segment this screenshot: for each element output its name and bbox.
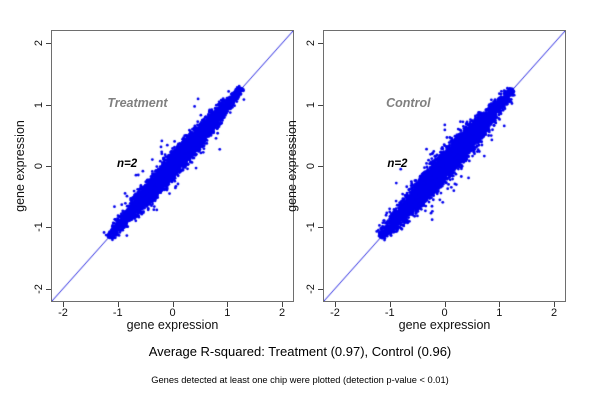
y-tick-label: 2	[305, 40, 317, 47]
x-tick-mark	[62, 302, 64, 307]
scatter-panel-control: Control n=2 gene expression gene express…	[285, 30, 566, 332]
x-tick-label: -1	[384, 307, 395, 319]
y-tick-label: 1	[33, 101, 45, 108]
x-tick-label: 0	[169, 307, 176, 319]
x-tick-mark	[227, 302, 229, 307]
x-tick-label: 2	[550, 307, 558, 319]
treatment-scatter-canvas	[51, 30, 294, 302]
x-tick-label: 1	[496, 307, 503, 319]
x-tick-mark	[172, 302, 174, 307]
y-tick-label: 0	[305, 162, 317, 170]
y-tick-mark	[46, 43, 51, 45]
y-tick-label: 2	[33, 40, 45, 47]
y-tick-mark	[46, 104, 51, 106]
y-tick-label: -2	[305, 283, 317, 294]
y-tick-label: -2	[33, 283, 45, 294]
y-tick-mark	[46, 288, 51, 290]
control-scatter-canvas	[323, 30, 566, 302]
x-tick-mark	[554, 302, 556, 307]
y-tick-mark	[46, 227, 51, 229]
x-tick-mark	[444, 302, 446, 307]
footnote: Genes detected at least one chip were pl…	[151, 375, 449, 385]
x-tick-mark	[282, 302, 284, 307]
y-axis-label: gene expression	[13, 120, 27, 212]
x-tick-label: 2	[278, 307, 286, 319]
x-tick-mark	[389, 302, 391, 307]
x-tick-label: 0	[441, 307, 448, 319]
y-tick-mark	[318, 104, 323, 106]
sample-size-annotation: n=2	[387, 157, 408, 170]
y-axis-label: gene expression	[285, 120, 299, 212]
y-tick-mark	[318, 166, 323, 167]
y-tick-mark	[318, 288, 323, 290]
x-tick-label: -2	[58, 307, 68, 319]
y-tick-label: 1	[305, 101, 317, 108]
x-tick-mark	[117, 302, 119, 307]
x-tick-mark	[499, 302, 501, 307]
y-tick-mark	[318, 43, 323, 45]
x-tick-label: -1	[112, 307, 123, 319]
x-axis-label: gene expression	[398, 318, 491, 332]
panel-title: Control	[386, 95, 431, 110]
x-tick-label: 1	[224, 307, 231, 319]
x-tick-mark	[334, 302, 336, 307]
sample-size-annotation: n=2	[116, 157, 138, 170]
y-tick-mark	[46, 166, 51, 167]
y-tick-label: -1	[33, 222, 45, 233]
x-axis-label: gene expression	[126, 318, 219, 332]
y-tick-mark	[318, 227, 323, 229]
caption: Average R-squared: Treatment (0.97), Con…	[148, 344, 452, 359]
x-tick-label: -2	[330, 307, 340, 319]
panel-title: Treatment	[107, 95, 168, 110]
y-tick-label: -1	[305, 222, 317, 233]
scatter-panel-treatment: Treatment n=2 gene expression gene expre…	[13, 30, 294, 332]
y-tick-label: 0	[33, 162, 45, 170]
